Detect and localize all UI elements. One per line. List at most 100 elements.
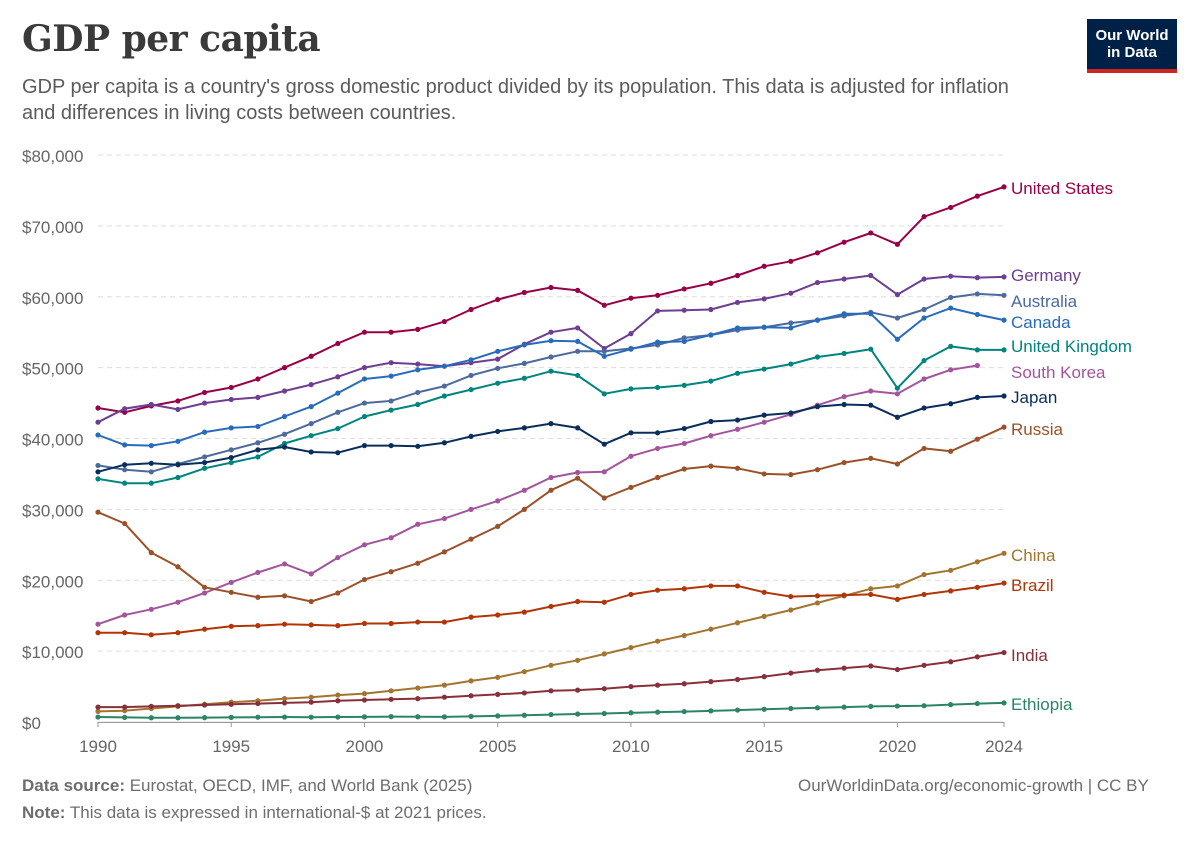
data-point[interactable]	[788, 705, 794, 712]
data-point[interactable]	[948, 273, 954, 279]
data-point[interactable]	[894, 666, 901, 673]
data-point[interactable]	[894, 461, 901, 467]
data-point[interactable]	[255, 440, 261, 446]
data-point[interactable]	[868, 703, 874, 710]
data-point[interactable]	[628, 295, 634, 301]
data-point[interactable]	[788, 593, 794, 600]
data-point[interactable]	[441, 515, 448, 522]
data-point[interactable]	[495, 523, 501, 529]
series-label[interactable]: India	[1011, 646, 1048, 665]
data-point[interactable]	[441, 318, 448, 325]
data-point[interactable]	[255, 423, 261, 430]
data-point[interactable]	[734, 370, 741, 376]
data-point[interactable]	[814, 354, 821, 360]
credit-link[interactable]: OurWorldinData.org/economic-growth | CC …	[798, 776, 1149, 795]
data-point[interactable]	[148, 550, 154, 556]
data-point[interactable]	[95, 405, 101, 411]
data-point[interactable]	[841, 665, 847, 671]
data-point[interactable]	[495, 674, 501, 680]
data-point[interactable]	[868, 591, 874, 598]
data-point[interactable]	[708, 280, 714, 286]
data-point[interactable]	[148, 480, 154, 486]
data-point[interactable]	[521, 425, 527, 431]
data-point[interactable]	[495, 356, 501, 362]
data-point[interactable]	[974, 654, 980, 660]
data-point[interactable]	[495, 713, 501, 719]
data-point[interactable]	[814, 404, 821, 410]
data-point[interactable]	[122, 467, 128, 473]
data-point[interactable]	[281, 388, 288, 394]
data-point[interactable]	[681, 632, 687, 639]
data-point[interactable]	[894, 391, 901, 397]
data-point[interactable]	[521, 506, 527, 512]
data-point[interactable]	[921, 445, 927, 452]
data-point[interactable]	[308, 433, 314, 439]
data-point[interactable]	[95, 708, 101, 714]
data-point[interactable]	[948, 343, 954, 349]
data-point[interactable]	[974, 193, 980, 199]
data-point[interactable]	[868, 272, 874, 279]
data-point[interactable]	[681, 338, 687, 345]
data-point[interactable]	[122, 612, 128, 618]
data-point[interactable]	[628, 683, 634, 690]
data-point[interactable]	[361, 413, 368, 420]
data-point[interactable]	[148, 606, 154, 612]
data-point[interactable]	[654, 339, 661, 345]
data-point[interactable]	[495, 380, 501, 386]
data-point[interactable]	[841, 704, 847, 710]
data-point[interactable]	[681, 708, 687, 715]
data-point[interactable]	[974, 394, 980, 400]
data-point[interactable]	[415, 367, 421, 373]
data-source-text[interactable]: Eurostat, OECD, IMF, and World Bank (202…	[129, 776, 473, 795]
data-point[interactable]	[654, 292, 661, 298]
data-point[interactable]	[708, 708, 714, 714]
data-point[interactable]	[761, 706, 767, 712]
data-point[interactable]	[601, 651, 607, 657]
data-point[interactable]	[308, 571, 314, 577]
data-point[interactable]	[788, 361, 794, 367]
data-point[interactable]	[1001, 317, 1007, 323]
data-point[interactable]	[628, 346, 634, 352]
data-point[interactable]	[388, 569, 394, 575]
data-point[interactable]	[521, 375, 527, 381]
data-point[interactable]	[468, 693, 474, 699]
data-point[interactable]	[361, 576, 368, 583]
data-point[interactable]	[495, 428, 501, 435]
data-point[interactable]	[148, 703, 154, 710]
data-point[interactable]	[521, 609, 527, 615]
series-label[interactable]: Ethiopia	[1011, 695, 1073, 714]
data-point[interactable]	[308, 421, 314, 427]
data-point[interactable]	[575, 687, 581, 693]
data-point[interactable]	[122, 520, 128, 527]
data-point[interactable]	[201, 584, 208, 590]
data-point[interactable]	[654, 445, 661, 452]
data-point[interactable]	[628, 331, 634, 337]
data-point[interactable]	[654, 308, 661, 314]
data-point[interactable]	[575, 348, 581, 354]
data-point[interactable]	[575, 325, 581, 331]
data-point[interactable]	[868, 230, 874, 236]
data-point[interactable]	[601, 710, 607, 717]
series-label[interactable]: United Kingdom	[1011, 337, 1132, 356]
data-point[interactable]	[814, 667, 821, 673]
data-point[interactable]	[894, 336, 901, 342]
data-point[interactable]	[548, 474, 554, 481]
data-point[interactable]	[575, 657, 581, 663]
data-point[interactable]	[415, 443, 421, 449]
data-point[interactable]	[255, 394, 261, 400]
data-point[interactable]	[788, 472, 794, 478]
data-point[interactable]	[1001, 580, 1007, 586]
data-point[interactable]	[281, 365, 288, 371]
data-point[interactable]	[521, 342, 527, 348]
data-point[interactable]	[228, 384, 234, 391]
series-label[interactable]: South Korea	[1011, 363, 1106, 382]
data-point[interactable]	[201, 702, 208, 708]
data-point[interactable]	[175, 438, 181, 444]
data-point[interactable]	[468, 536, 474, 542]
data-point[interactable]	[228, 425, 234, 431]
data-point[interactable]	[441, 383, 448, 389]
data-point[interactable]	[734, 272, 741, 279]
data-point[interactable]	[95, 509, 101, 515]
data-point[interactable]	[201, 429, 208, 435]
data-point[interactable]	[974, 436, 980, 442]
